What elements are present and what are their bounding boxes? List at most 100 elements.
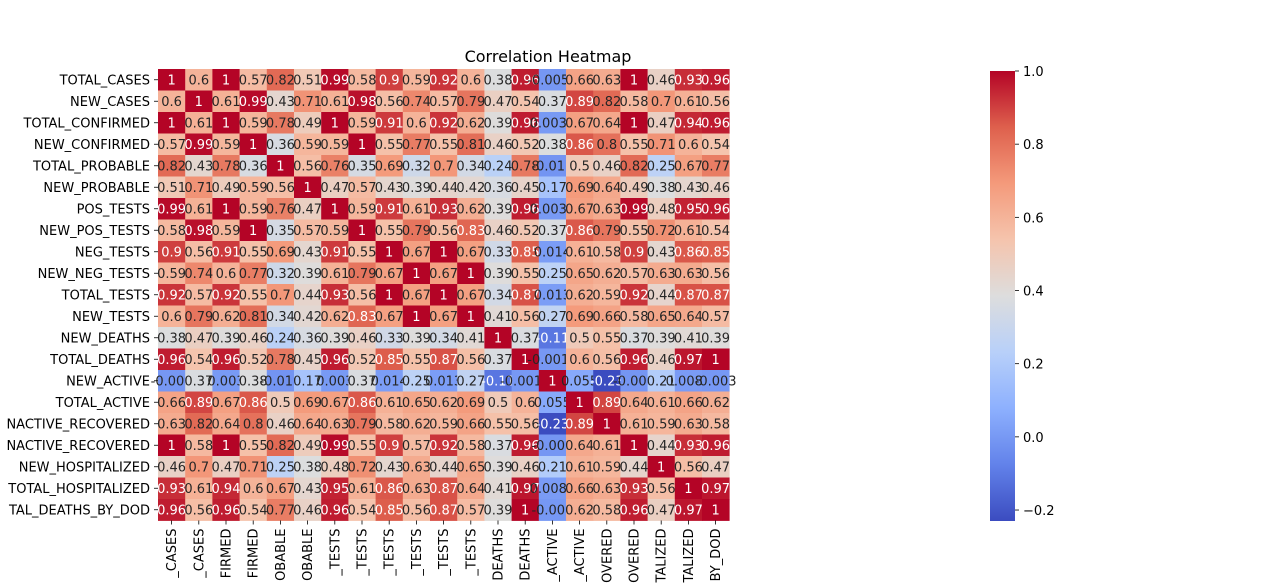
heatmap-cell xyxy=(402,305,431,328)
heatmap-cell xyxy=(321,176,349,199)
cell-value-label: 0.96 xyxy=(511,73,540,88)
cell-value-label: 0.56 xyxy=(348,288,377,303)
colorbar-tick-label: 0.0 xyxy=(1023,431,1044,446)
cell-value-label: 0.67 xyxy=(456,245,485,260)
cell-value-label: 0.25 xyxy=(402,374,431,389)
cell-value-label: 0.93 xyxy=(674,439,703,454)
cell-value-label: 1 xyxy=(167,116,175,131)
heatmap-cell xyxy=(511,219,540,242)
cell-value-label: 0.37 xyxy=(538,95,567,110)
cell-value-label: 1 xyxy=(385,288,393,303)
cell-value-label: 1 xyxy=(575,396,583,411)
cell-value-label: 0.36 xyxy=(239,159,268,174)
cell-value-label: 0.96 xyxy=(320,503,349,518)
heatmap-cell xyxy=(620,262,648,285)
cell-value-label: 0.69 xyxy=(266,245,295,260)
heatmap-cell xyxy=(239,477,268,500)
heatmap-cell xyxy=(647,198,676,220)
heatmap-cell xyxy=(266,456,295,478)
cell-value-label: 0.59 xyxy=(429,417,458,432)
cell-value-label: 0.67 xyxy=(266,482,295,497)
heatmap-cell xyxy=(185,327,213,349)
cell-value-label: 0.58 xyxy=(592,503,621,518)
cell-value-label: 0.51 xyxy=(293,73,322,88)
cell-value-label: 0.46 xyxy=(647,353,676,368)
heatmap-cell xyxy=(158,305,186,328)
cell-value-label: 0.91 xyxy=(212,245,241,260)
cell-value-label: 0.57 xyxy=(157,138,186,153)
heatmap-cell xyxy=(375,456,404,478)
cell-value-label: 0.82 xyxy=(266,73,295,88)
cell-value-label: 0.51 xyxy=(157,181,186,196)
cell-value-label: 0.55 xyxy=(511,267,540,282)
heatmap-cell xyxy=(321,262,349,285)
chart-title: Correlation Heatmap xyxy=(465,47,632,66)
cell-value-label: 0.9 xyxy=(624,245,645,260)
cell-value-label: 0.56 xyxy=(647,482,676,497)
heatmap-cell xyxy=(593,198,621,220)
heatmap-cell xyxy=(212,176,240,199)
cell-value-label: 0.99 xyxy=(184,138,213,153)
heatmap-cell xyxy=(430,391,458,414)
heatmap-cell xyxy=(212,112,240,134)
cell-value-label: 1 xyxy=(521,353,529,368)
heatmap-cell xyxy=(538,391,567,414)
heatmap-cell xyxy=(294,112,322,134)
cell-value-label: 0.57 xyxy=(620,267,649,282)
cell-value-label: 0.69 xyxy=(293,396,322,411)
cell-value-label: 0.37 xyxy=(348,374,377,389)
cell-value-label: 1 xyxy=(467,310,475,325)
cell-value-label: 0.62 xyxy=(429,396,458,411)
heatmap-cell xyxy=(212,434,240,457)
heatmap-cell xyxy=(593,477,621,500)
heatmap-cell xyxy=(511,198,540,220)
heatmap-cell xyxy=(647,456,676,478)
heatmap-cell xyxy=(566,90,594,113)
cell-value-label: 0.57 xyxy=(184,288,213,303)
column-label: OVERED xyxy=(628,529,643,583)
cell-value-label: 0.72 xyxy=(348,460,377,475)
heatmap-cell xyxy=(158,499,186,521)
heatmap-cell xyxy=(402,69,431,91)
heatmap-cell xyxy=(402,241,431,263)
heatmap-cell xyxy=(593,434,621,457)
row-label: NEW_CASES xyxy=(70,95,150,110)
cell-value-label: 0.54 xyxy=(511,95,540,110)
cell-value-label: 0.91 xyxy=(375,116,404,131)
cell-value-label: 0.66 xyxy=(565,73,594,88)
heatmap-cell xyxy=(158,327,186,349)
heatmap-cell xyxy=(457,133,485,156)
cell-value-label: 0.96 xyxy=(511,116,540,131)
cell-value-label: 0.37 xyxy=(511,331,540,346)
heatmap-cell xyxy=(647,413,676,435)
cell-value-label: 0.46 xyxy=(293,503,322,518)
heatmap-cell xyxy=(484,370,512,392)
cell-value-label: 0.56 xyxy=(674,460,703,475)
cell-value-label: 0.61 xyxy=(348,482,377,497)
cell-value-label: 1 xyxy=(167,73,175,88)
cell-value-label: 0.46 xyxy=(592,159,621,174)
cell-value-label: 1 xyxy=(222,73,230,88)
heatmap-cell xyxy=(538,327,567,349)
heatmap-cell xyxy=(375,112,404,134)
heatmap-cell xyxy=(185,434,213,457)
colorbar-tick-label: 0.6 xyxy=(1023,211,1044,226)
heatmap-cell xyxy=(566,348,594,371)
heatmap-cell xyxy=(566,69,594,91)
cell-value-label: 0.43 xyxy=(647,245,676,260)
cell-value-label: 1 xyxy=(711,353,719,368)
heatmap-cell xyxy=(457,456,485,478)
heatmap-cell xyxy=(321,391,349,414)
cell-value-label: 0.59 xyxy=(348,202,377,217)
cell-value-label: 0.67 xyxy=(375,310,404,325)
cell-value-label: 0.58 xyxy=(157,224,186,239)
cell-value-label: 0.78 xyxy=(266,353,295,368)
cell-value-label: 0.44 xyxy=(429,460,458,475)
cell-value-label: 0.62 xyxy=(592,267,621,282)
cell-value-label: 0.46 xyxy=(647,73,676,88)
heatmap-cell xyxy=(212,348,240,371)
cell-value-label: 1 xyxy=(222,439,230,454)
heatmap-cell xyxy=(484,499,512,521)
heatmap-cell xyxy=(158,69,186,91)
heatmap-cell xyxy=(321,69,349,91)
